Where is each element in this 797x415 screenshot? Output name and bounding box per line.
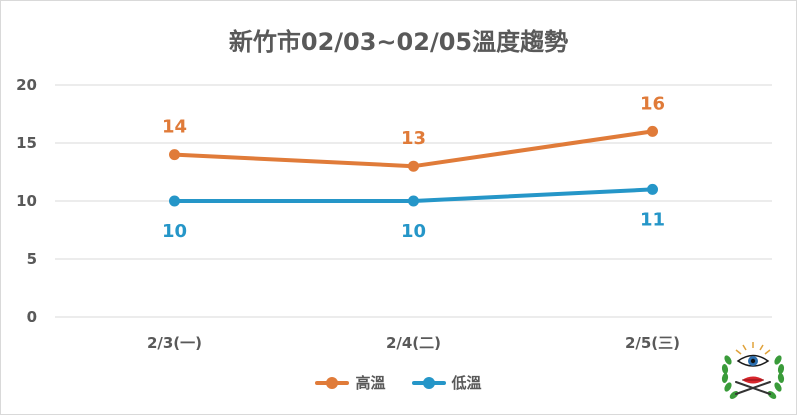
chart-title: 新竹市02/03~02/05溫度趨勢: [228, 28, 569, 56]
eye-lips-emblem-icon: [721, 342, 785, 399]
data-label-high: 16: [640, 93, 665, 114]
legend-item-low: 低溫: [411, 372, 482, 393]
legend-item-high: 高溫: [315, 372, 386, 393]
data-label-low: 10: [401, 221, 426, 242]
data-point-high: [647, 125, 658, 137]
y-tick-label: 15: [16, 134, 37, 152]
x-tick-label: 2/4(二): [386, 334, 441, 352]
y-tick-label: 10: [16, 192, 37, 210]
data-point-high: [169, 149, 180, 161]
y-tick-label: 0: [27, 308, 37, 326]
data-label-low: 11: [640, 209, 665, 230]
x-tick-label: 2/5(三): [625, 334, 680, 352]
y-tick-label: 5: [27, 250, 37, 268]
data-point-low: [169, 195, 180, 207]
data-point-low: [647, 183, 658, 195]
data-label-high: 13: [401, 128, 426, 149]
legend-swatch-low: [411, 376, 446, 390]
data-label-low: 10: [162, 221, 187, 242]
data-point-low: [408, 195, 419, 207]
legend-swatch-high: [315, 376, 350, 390]
legend-label-low: 低溫: [451, 374, 482, 392]
x-tick-label: 2/3(一): [147, 334, 202, 352]
data-label-high: 14: [162, 117, 187, 138]
chart-legend: 高溫 低溫: [0, 372, 797, 393]
data-point-high: [408, 160, 419, 172]
legend-label-high: 高溫: [355, 374, 386, 392]
y-tick-label: 20: [16, 76, 37, 94]
